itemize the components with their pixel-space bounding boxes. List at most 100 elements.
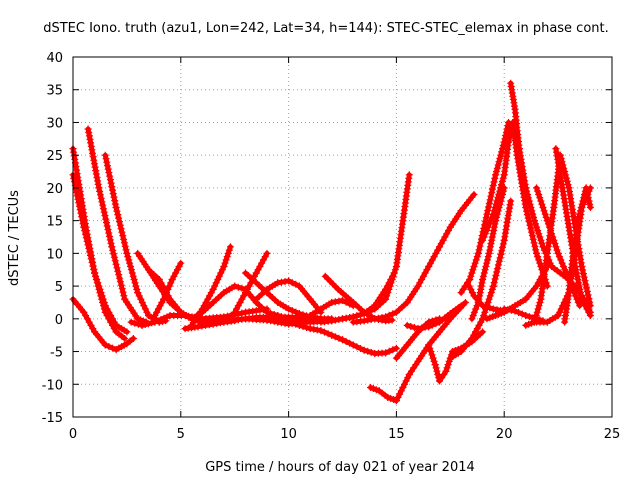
data-point <box>123 328 131 336</box>
data-point <box>126 259 134 267</box>
data-point <box>135 292 143 300</box>
data-point <box>526 221 534 229</box>
data-point <box>346 339 354 347</box>
data-point <box>584 191 592 198</box>
data-point <box>563 177 571 185</box>
data-point <box>562 269 570 277</box>
data-point <box>489 282 497 290</box>
data-point <box>564 272 571 280</box>
data-point <box>256 263 264 270</box>
data-point <box>537 236 545 244</box>
data-point <box>491 204 499 211</box>
data-point <box>482 303 490 311</box>
data-point <box>425 341 433 349</box>
data-point <box>535 302 543 310</box>
data-point <box>465 282 473 290</box>
data-point <box>357 345 364 352</box>
data-point <box>119 232 127 240</box>
data-point <box>489 305 497 313</box>
data-point <box>534 253 542 261</box>
data-point <box>506 132 514 139</box>
data-point <box>114 267 122 275</box>
data-point <box>533 184 540 192</box>
data-point <box>226 243 234 251</box>
data-point <box>220 263 228 270</box>
data-point <box>484 223 492 231</box>
data-point <box>285 277 293 285</box>
data-point <box>565 276 573 283</box>
data-point <box>577 207 584 215</box>
data-point <box>582 280 590 288</box>
data-point <box>525 313 533 321</box>
data-point <box>263 249 271 257</box>
data-point <box>70 174 78 182</box>
data-point <box>101 212 109 220</box>
data-point <box>579 197 587 205</box>
data-point <box>177 259 185 267</box>
data-point <box>212 279 220 287</box>
data-point <box>153 308 161 316</box>
data-point <box>367 348 375 356</box>
data-point <box>145 320 152 328</box>
data-point <box>585 197 593 205</box>
data-point <box>442 367 450 375</box>
series-markers-40 <box>533 184 584 310</box>
data-point <box>367 316 375 323</box>
data-point <box>175 263 183 270</box>
data-point <box>115 214 123 222</box>
data-point <box>498 148 506 156</box>
data-point <box>443 364 451 372</box>
data-point <box>556 308 564 316</box>
data-point <box>524 194 532 202</box>
data-point <box>104 226 112 233</box>
data-point <box>80 223 88 231</box>
data-point <box>100 299 108 306</box>
data-point <box>160 314 168 322</box>
data-point <box>388 276 396 283</box>
data-point <box>131 279 139 287</box>
data-point <box>116 274 124 282</box>
y-tick-label: 0 <box>55 313 63 328</box>
data-point <box>81 230 89 238</box>
data-point <box>118 285 126 293</box>
data-point <box>523 187 531 195</box>
data-point <box>532 312 540 319</box>
data-point <box>339 297 346 304</box>
data-point <box>490 178 498 186</box>
data-point <box>483 259 491 267</box>
data-point <box>70 178 78 186</box>
data-point <box>525 197 533 205</box>
data-point <box>541 210 549 218</box>
data-point <box>223 253 231 261</box>
data-point <box>402 377 410 385</box>
data-point <box>468 269 476 277</box>
data-point <box>572 292 580 300</box>
data-point <box>118 228 126 236</box>
data-point <box>425 318 433 326</box>
data-point <box>405 171 413 179</box>
data-point <box>360 310 368 318</box>
data-point <box>524 214 532 222</box>
data-point <box>576 302 584 310</box>
data-point <box>277 319 285 327</box>
data-point <box>98 198 106 206</box>
data-point <box>496 155 504 162</box>
data-point <box>225 246 233 254</box>
data-point <box>127 266 135 274</box>
data-point <box>161 292 169 300</box>
data-point <box>96 187 104 195</box>
data-point <box>479 276 487 283</box>
data-point <box>163 313 171 321</box>
series-markers-27 <box>446 197 515 362</box>
data-point <box>100 208 108 216</box>
data-point <box>551 240 559 247</box>
data-point <box>214 276 222 283</box>
data-point <box>357 311 364 319</box>
series-trace-5 <box>102 152 169 325</box>
data-point <box>574 276 582 283</box>
data-point <box>73 192 81 200</box>
data-point <box>574 241 582 249</box>
data-point <box>511 307 519 315</box>
data-point <box>490 227 498 234</box>
data-point <box>487 192 495 200</box>
